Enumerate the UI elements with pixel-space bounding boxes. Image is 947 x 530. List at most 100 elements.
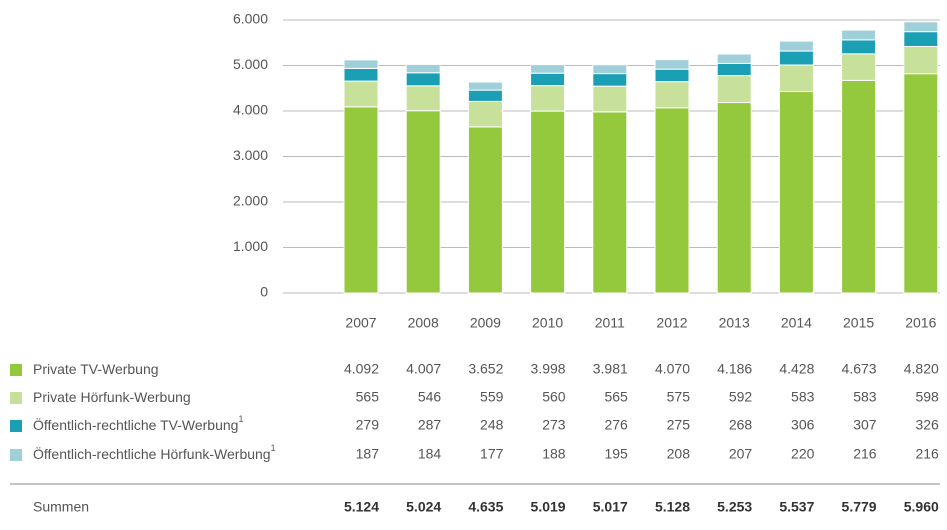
table-value: 575 xyxy=(667,389,691,405)
bar-segment xyxy=(530,110,566,294)
table-value: 307 xyxy=(853,417,877,433)
legend-label: Private TV-Werbung xyxy=(33,361,159,377)
bar-segment xyxy=(592,85,628,113)
table-value: 207 xyxy=(729,446,753,462)
total-value: 5.960 xyxy=(904,499,939,515)
total-value: 5.537 xyxy=(779,499,814,515)
bar-segment xyxy=(778,64,814,93)
bar-segment xyxy=(467,81,503,91)
x-tick-label: 2009 xyxy=(470,315,501,331)
total-value: 5.779 xyxy=(842,499,877,515)
bar-segment xyxy=(778,50,814,66)
y-tick-label: 5.000 xyxy=(233,56,268,72)
bar-segment xyxy=(343,80,379,108)
bar-segment xyxy=(405,72,441,87)
bar-segment xyxy=(903,45,939,75)
table-value: 273 xyxy=(542,417,566,433)
legend-label: Öffentlich-rechtliche TV-Werbung1 xyxy=(33,414,243,432)
table-value: 4.673 xyxy=(842,361,877,377)
x-tick-label: 2013 xyxy=(719,315,750,331)
total-value: 5.128 xyxy=(655,499,690,515)
total-value: 5.124 xyxy=(344,499,379,515)
legend-name: Öffentlich-rechtliche TV-Werbung xyxy=(33,416,238,433)
total-value: 5.024 xyxy=(406,499,441,515)
table-value: 184 xyxy=(418,446,442,462)
table-value: 4.070 xyxy=(655,361,690,377)
total-value: 4.635 xyxy=(468,499,503,515)
x-tick-label: 2012 xyxy=(656,315,687,331)
bar-segment xyxy=(343,67,379,82)
bar-segment xyxy=(592,111,628,294)
legend-swatch xyxy=(10,449,22,461)
y-tick-label: 0 xyxy=(260,284,268,300)
footnote-mark: 1 xyxy=(238,414,243,424)
x-tick-label: 2011 xyxy=(595,315,625,331)
legend-swatch xyxy=(10,364,22,376)
bar-segment xyxy=(716,62,752,77)
table-value: 565 xyxy=(356,389,380,405)
bar-segment xyxy=(903,31,939,47)
table-value: 583 xyxy=(853,389,877,405)
x-tick-label: 2008 xyxy=(408,315,439,331)
bar-segment xyxy=(405,110,441,294)
bar-segment xyxy=(592,73,628,87)
bar-segment xyxy=(467,100,503,128)
totals-label: Summen xyxy=(33,499,89,515)
table-value: 216 xyxy=(915,446,939,462)
table-value: 4.092 xyxy=(344,361,379,377)
table-value: 4.820 xyxy=(904,361,939,377)
bar-segment xyxy=(467,89,503,102)
y-tick-label: 6.000 xyxy=(233,11,268,27)
total-value: 5.019 xyxy=(531,499,566,515)
y-tick-label: 1.000 xyxy=(233,238,268,254)
bar-segment xyxy=(903,21,939,33)
table-value: 559 xyxy=(480,389,504,405)
bar-segment xyxy=(841,39,877,55)
bar-segment xyxy=(592,64,628,75)
table-value: 279 xyxy=(356,417,380,433)
table-value: 216 xyxy=(853,446,877,462)
table-value: 565 xyxy=(604,389,628,405)
table-value: 287 xyxy=(418,417,442,433)
bar-segment xyxy=(654,107,690,294)
bar-segment xyxy=(841,29,877,41)
table-value: 306 xyxy=(791,417,815,433)
table-value: 275 xyxy=(667,417,691,433)
bar-segment xyxy=(716,102,752,294)
footnote-mark: 1 xyxy=(271,443,276,453)
total-value: 5.017 xyxy=(593,499,628,515)
x-tick-label: 2014 xyxy=(781,315,812,331)
bar-segment xyxy=(530,85,566,112)
legend-swatch xyxy=(10,420,22,432)
table-value: 177 xyxy=(480,446,504,462)
x-tick-label: 2016 xyxy=(905,315,936,331)
table-value: 598 xyxy=(915,389,939,405)
legend-label: Öffentlich-rechtliche Hörfunk-Werbung1 xyxy=(33,443,276,461)
bar-segment xyxy=(343,106,379,294)
legend-name: Private TV-Werbung xyxy=(33,361,159,377)
bar-segment xyxy=(841,53,877,81)
table-value: 583 xyxy=(791,389,815,405)
total-value: 5.253 xyxy=(717,499,752,515)
table-value: 3.998 xyxy=(531,361,566,377)
bar-segment xyxy=(654,68,690,83)
table-value: 592 xyxy=(729,389,753,405)
table-value: 195 xyxy=(604,446,628,462)
legend-name: Öffentlich-rechtliche Hörfunk-Werbung xyxy=(33,445,271,462)
bar-segment xyxy=(903,73,939,294)
bar-segment xyxy=(467,126,503,294)
y-tick-label: 4.000 xyxy=(233,102,268,118)
legend-swatch xyxy=(10,392,22,404)
table-value: 3.652 xyxy=(468,361,503,377)
y-tick-label: 2.000 xyxy=(233,193,268,209)
table-value: 326 xyxy=(915,417,939,433)
table-value: 188 xyxy=(542,446,566,462)
bar-segment xyxy=(405,85,441,112)
bar-segment xyxy=(405,63,441,74)
bar-segment xyxy=(778,91,814,294)
bar-segment xyxy=(841,79,877,294)
table-value: 3.981 xyxy=(593,361,628,377)
bar-segment xyxy=(654,81,690,109)
bar-segment xyxy=(530,72,566,87)
